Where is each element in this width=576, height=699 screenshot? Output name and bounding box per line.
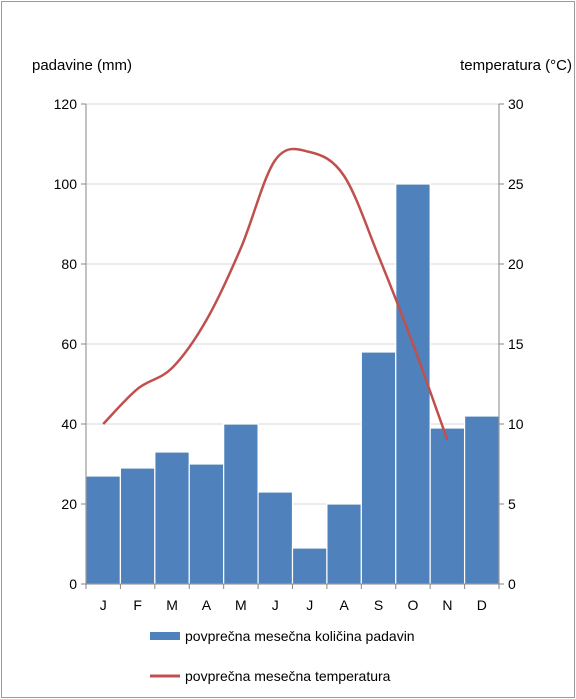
- x-tick-label: M: [235, 597, 247, 613]
- x-tick-label: S: [374, 597, 383, 613]
- legend: povprečna mesečna količina padavin povpr…: [150, 628, 415, 684]
- x-tick-label: A: [202, 597, 212, 613]
- bar-9: [360, 351, 397, 585]
- left-axis-ticks: 0 20 40 60 80 100 120: [54, 96, 86, 592]
- bar-8: [326, 503, 362, 585]
- bar-6: [257, 491, 294, 585]
- bar-2: [119, 467, 156, 585]
- x-tick-label: F: [133, 597, 142, 613]
- left-tick-label: 80: [61, 256, 77, 272]
- left-tick-label: 0: [69, 576, 77, 592]
- bar-1: [85, 475, 122, 585]
- x-tick-label: J: [306, 597, 313, 613]
- x-tick-label: J: [100, 597, 107, 613]
- right-tick-label: 0: [508, 576, 516, 592]
- line-series: [102, 147, 449, 441]
- right-tick-label: 15: [508, 336, 524, 352]
- temperature-line: [102, 147, 449, 441]
- legend-item-temperature: povprečna mesečna temperatura: [150, 668, 391, 684]
- bar-4: [188, 463, 225, 585]
- right-axis-title: temperatura (°C): [460, 57, 572, 74]
- x-tick-label: D: [477, 597, 487, 613]
- left-tick-label: 20: [61, 496, 77, 512]
- bar-12: [463, 415, 500, 585]
- x-tick-label: N: [442, 597, 452, 613]
- right-axis-ticks: 0 5 10 15 20 25 30: [499, 96, 524, 592]
- x-tick-label: A: [339, 597, 349, 613]
- legend-label-precipitation: povprečna mesečna količina padavin: [185, 628, 415, 644]
- bar-11: [429, 427, 466, 585]
- left-axis-title: padavine (mm): [32, 57, 132, 74]
- right-tick-label: 10: [508, 416, 524, 432]
- x-tick-label: J: [272, 597, 279, 613]
- right-tick-label: 20: [508, 256, 524, 272]
- left-tick-label: 120: [54, 96, 78, 112]
- left-tick-label: 40: [61, 416, 77, 432]
- x-tick-label: O: [408, 597, 419, 613]
- bar-10: [395, 183, 431, 585]
- left-tick-label: 60: [61, 336, 77, 352]
- bar-7: [291, 547, 328, 585]
- legend-item-precipitation: povprečna mesečna količina padavin: [150, 628, 415, 644]
- bar-series: [85, 183, 500, 585]
- right-tick-label: 25: [508, 176, 524, 192]
- x-tick-label: M: [166, 597, 178, 613]
- right-tick-label: 5: [508, 496, 516, 512]
- bar-3: [154, 451, 190, 585]
- legend-swatch-bar: [150, 632, 180, 640]
- legend-label-temperature: povprečna mesečna temperatura: [185, 668, 391, 684]
- bar-5: [223, 423, 259, 585]
- left-tick-label: 100: [54, 176, 78, 192]
- right-tick-label: 30: [508, 96, 524, 112]
